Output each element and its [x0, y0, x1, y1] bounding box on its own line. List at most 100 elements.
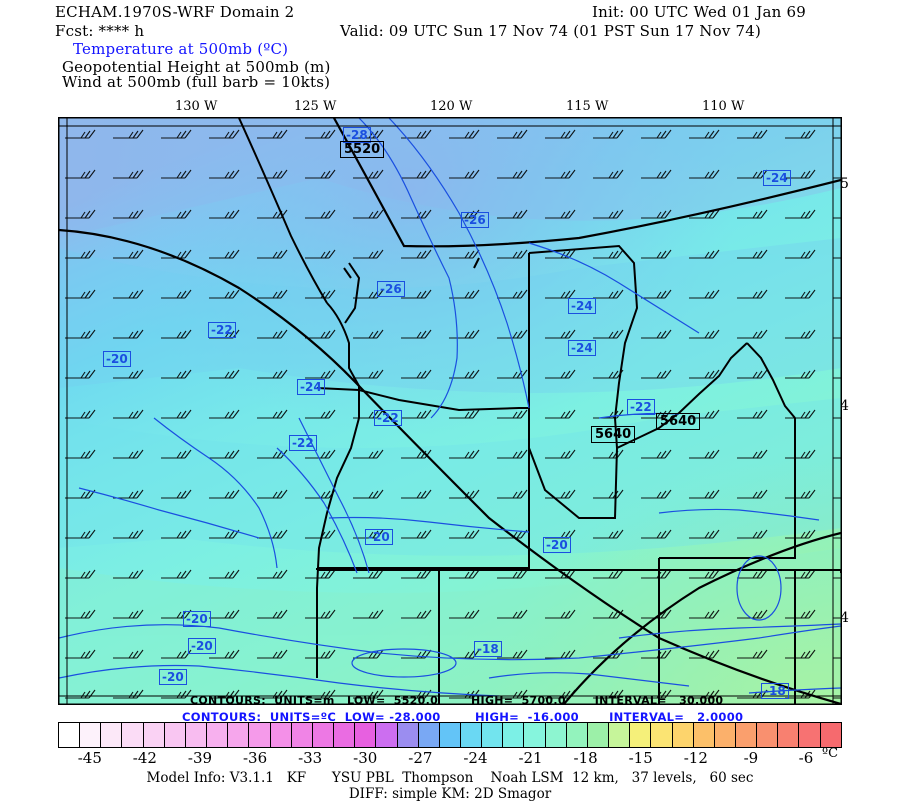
temperature-colorbar[interactable]	[58, 722, 842, 748]
colorbar-tick-label: -9	[743, 749, 759, 767]
temperature-contour-label: -20	[188, 638, 216, 654]
colorbar-unit-label: ºC	[822, 746, 839, 761]
colorbar-tick-label: -12	[683, 749, 708, 767]
map-graphics	[59, 118, 841, 704]
colorbar-swatch	[418, 723, 440, 747]
colorbar-tick-label: -39	[187, 749, 213, 767]
temperature-contour-label: -20	[159, 669, 187, 685]
colorbar-tick-label: -33	[298, 749, 323, 767]
colorbar-swatch	[820, 723, 841, 747]
colorbar-swatch	[545, 723, 567, 747]
colorbar-tick-labels: -45 -42 -39 -36 -33 -30 -27 -24 -21 -18 -15 -12 -9 -6	[58, 749, 842, 769]
temperature-contour-label: -28	[343, 127, 371, 143]
geopotential-contour-label: 5640	[591, 426, 636, 443]
colorbar-tick-label: -30	[353, 749, 378, 767]
colorbar-tick-label: -45	[77, 749, 102, 767]
contour-info-geopotential: CONTOURS: UNITS=m LOW= 5520.0 HIGH= 5700…	[190, 694, 724, 707]
colorbar-swatch	[778, 723, 800, 747]
colorbar-swatch	[693, 723, 715, 747]
colorbar-swatch	[566, 723, 588, 747]
forecast-hour: Fcst: **** h	[55, 22, 145, 40]
temperature-contour-label: -22	[208, 322, 236, 338]
latitude-tick-label: 5	[840, 176, 849, 192]
model-title: ECHAM.1970S-WRF Domain 2	[55, 3, 295, 21]
temperature-contour-label: -22	[289, 435, 317, 451]
colorbar-swatch	[312, 723, 335, 747]
map-frame-ticks	[59, 118, 841, 704]
colorbar-swatch	[714, 723, 736, 747]
contour-info-temperature: CONTOURS: UNITS=ºC LOW= -28.000 HIGH= -1…	[182, 710, 744, 724]
colorbar-swatch	[291, 723, 313, 747]
field-wind: Wind at 500mb (full barb = 10kts)	[62, 73, 331, 91]
temperature-contour-label: -18	[761, 683, 789, 699]
longitude-tick-label: 125 W	[294, 99, 337, 114]
temperature-contour-label: -26	[377, 281, 405, 297]
map-canvas[interactable]: -28 -26 -26 -24 -22 -20 -24 -22 -22 -24 -24 -22 -20-…	[58, 117, 842, 705]
valid-time: Valid: 09 UTC Sun 17 Nov 74 (01 PST Sun …	[340, 22, 762, 40]
colorbar-tick-label: -18	[573, 749, 598, 767]
geopotential-contour-label: 5640	[656, 413, 701, 430]
temperature-contour-label: -24	[763, 170, 791, 186]
model-info-line-2: DIFF: simple KM: 2D Smagor	[348, 786, 552, 802]
longitude-tick-label: 115 W	[566, 99, 609, 114]
temperature-contour-label: -24	[568, 298, 596, 314]
colorbar-swatch	[736, 723, 758, 747]
temperature-contour-label: -20	[543, 537, 571, 553]
temperature-contour-label: -20	[365, 529, 393, 545]
colorbar-swatch	[587, 723, 610, 747]
colorbar-swatch	[503, 723, 525, 747]
temperature-contour-label: -24	[568, 340, 596, 356]
colorbar-tick-label: -27	[408, 749, 433, 767]
colorbar-tick-label: -36	[242, 749, 268, 767]
latitude-tick-label: 4	[840, 610, 849, 626]
colorbar-swatch	[630, 723, 652, 747]
field-geopotential: Geopotential Height at 500mb (m)	[62, 58, 331, 76]
colorbar-swatch	[59, 723, 81, 747]
colorbar-swatch	[651, 723, 673, 747]
colorbar-swatch	[524, 723, 546, 747]
colorbar-tick-label: -24	[463, 749, 488, 767]
colorbar-swatch	[228, 723, 250, 747]
colorbar-swatch	[376, 723, 398, 747]
colorbar-swatch	[397, 723, 419, 747]
colorbar-swatch	[439, 723, 461, 747]
longitude-tick-label: 120 W	[430, 99, 473, 114]
colorbar-swatch	[672, 723, 694, 747]
temperature-contour-label: -22	[627, 399, 655, 415]
colorbar-swatch	[207, 723, 229, 747]
temperature-contour-label: -20	[103, 351, 131, 367]
field-temperature: Temperature at 500mb (ºC)	[73, 40, 289, 58]
header: ECHAM.1970S-WRF Domain 2 Init: 00 UTC We…	[0, 0, 900, 95]
colorbar-swatch	[164, 723, 186, 747]
longitude-tick-label: 130 W	[175, 99, 218, 114]
colorbar-tick-label: -15	[628, 749, 653, 767]
colorbar-tick-label: -21	[518, 749, 543, 767]
longitude-tick-label: 110 W	[702, 99, 745, 114]
colorbar-swatch	[355, 723, 377, 747]
colorbar-swatch	[334, 723, 356, 747]
colorbar-swatch	[460, 723, 483, 747]
colorbar-swatch	[482, 723, 504, 747]
colorbar-swatch	[143, 723, 165, 747]
temperature-contour-label: -20	[183, 611, 211, 627]
temperature-contour-label: -18	[474, 641, 502, 657]
colorbar-swatch	[101, 723, 123, 747]
colorbar-tick-label: -6	[798, 749, 814, 767]
temperature-contour-label: -24	[297, 379, 325, 395]
colorbar-tick-label: -42	[132, 749, 157, 767]
colorbar-swatch	[80, 723, 102, 747]
temperature-contour-label: -26	[461, 212, 489, 228]
colorbar-swatch	[799, 723, 821, 747]
geopotential-contour-label: 5520	[340, 141, 385, 158]
colorbar-swatch	[757, 723, 779, 747]
political-boundaries	[238, 118, 841, 704]
init-time: Init: 00 UTC Wed 01 Jan 69	[592, 3, 806, 21]
colorbar-swatch	[270, 723, 292, 747]
latitude-tick-label: 4	[840, 398, 849, 414]
colorbar-swatch	[249, 723, 271, 747]
temperature-contour-label: -22	[374, 410, 402, 426]
colorbar-swatch	[122, 723, 144, 747]
colorbar-swatch	[609, 723, 631, 747]
colorbar-swatch	[185, 723, 208, 747]
